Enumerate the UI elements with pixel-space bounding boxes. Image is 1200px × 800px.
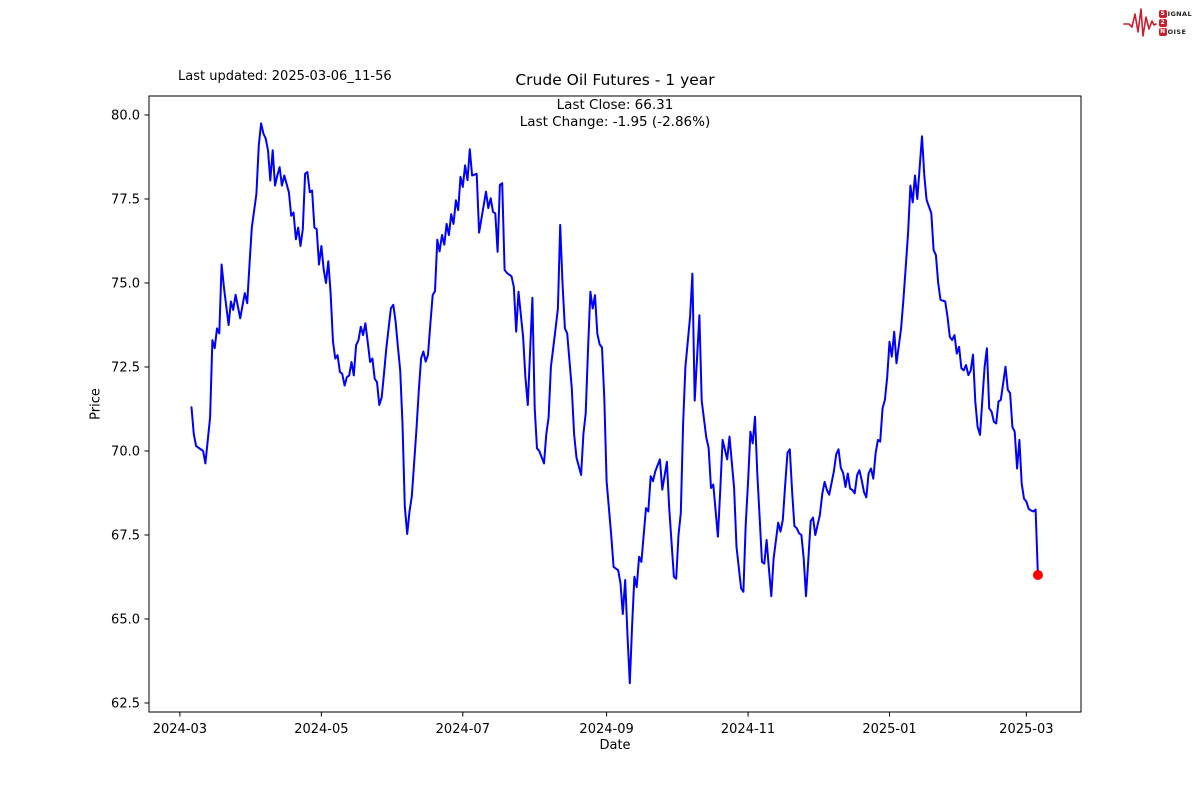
chart-title: Crude Oil Futures - 1 year	[515, 71, 715, 89]
last-close-marker	[1032, 569, 1043, 580]
y-tick-label: 72.5	[111, 361, 140, 376]
price-line	[190, 122, 1039, 685]
plot-frame	[148, 95, 1082, 713]
logo-rest-signal: IGNAL	[1167, 9, 1192, 18]
x-tick-label: 2024-07	[436, 722, 490, 737]
x-tick-label: 2024-03	[153, 722, 207, 737]
last-change-annotation: Last Change: -1.95 (-2.86%)	[519, 113, 711, 130]
y-tick-label: 75.0	[111, 277, 140, 292]
x-tick-label: 2025-01	[862, 722, 916, 737]
logo-badge-2: 2	[1158, 19, 1167, 27]
signal2noise-logo: S IGNAL 2 N OISE	[1122, 5, 1192, 41]
logo-text: S IGNAL 2 N OISE	[1158, 9, 1192, 36]
y-tick-label: 65.0	[111, 613, 140, 628]
annotation-block: Last Close: 66.31 Last Change: -1.95 (-2…	[520, 97, 710, 130]
x-tick-label: 2025-03	[999, 722, 1053, 737]
logo-row-noise: N OISE	[1158, 27, 1192, 36]
logo-row-2: 2	[1158, 19, 1192, 27]
y-tick-label: 62.5	[111, 697, 140, 712]
x-tick-label: 2024-05	[294, 722, 348, 737]
y-tick-label: 67.5	[111, 529, 140, 544]
x-tick-label: 2024-09	[579, 722, 633, 737]
ecg-waveform-icon	[1122, 8, 1157, 37]
last-updated-text: Last updated: 2025-03-06_11-56	[178, 69, 392, 84]
y-tick-label: 80.0	[111, 109, 140, 124]
logo-rest-noise: OISE	[1167, 27, 1187, 36]
y-tick-label: 77.5	[111, 193, 140, 208]
x-axis-label: Date	[599, 738, 631, 753]
logo-row-signal: S IGNAL	[1158, 9, 1192, 18]
y-axis-label: Price	[88, 388, 104, 420]
logo-badge-n: N	[1158, 28, 1167, 36]
y-tick-label: 70.0	[111, 445, 140, 460]
logo-badge-s: S	[1158, 10, 1167, 18]
x-tick-label: 2024-11	[721, 722, 775, 737]
last-close-annotation: Last Close: 66.31	[556, 97, 674, 113]
